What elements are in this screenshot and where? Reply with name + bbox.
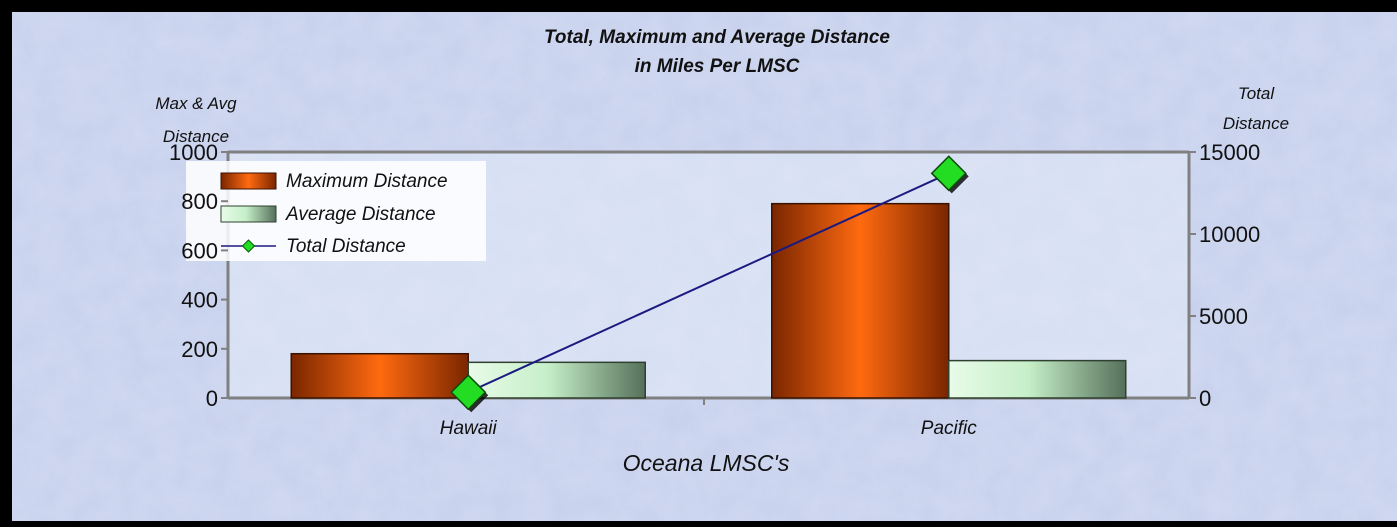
legend-label-total: Total Distance — [286, 236, 406, 257]
y2-tick-label: 15000 — [1199, 140, 1260, 165]
chart-title: Total, Maximum and Average Distance — [544, 27, 890, 48]
chart-svg: Maximum Distance Average Distance Total … — [12, 12, 1397, 521]
bars-group — [290, 202, 1127, 399]
max-distance-bar-hawaii — [290, 352, 469, 399]
legend-swatch-avg — [220, 205, 277, 223]
y-tick-label: 1000 — [169, 140, 218, 165]
max-distance-bar-pacific — [771, 202, 950, 399]
legend-label-max: Maximum Distance — [286, 171, 448, 192]
y-axis-title: Max & Avg Distance — [155, 94, 237, 146]
y-tick-label: 400 — [181, 288, 218, 313]
y2-tick-label: 10000 — [1199, 222, 1260, 247]
legend-label-avg: Average Distance — [285, 204, 436, 225]
y-tick-label: 0 — [206, 386, 218, 411]
legend-swatch-total-marker — [241, 239, 256, 253]
y-tick-label: 800 — [181, 189, 218, 214]
y-tick-label: 600 — [181, 238, 218, 263]
x-tick-label: Pacific — [921, 418, 977, 439]
total-distance-line-group — [450, 155, 969, 413]
avg-distance-bar-hawaii — [467, 361, 646, 399]
legend: Maximum Distance Average Distance Total … — [186, 161, 486, 261]
y-tick-label: 200 — [181, 337, 218, 362]
x-axis-title: Oceana LMSC's — [623, 450, 790, 476]
legend-swatch-max — [220, 172, 277, 190]
y2-tick-label: 5000 — [1199, 304, 1248, 329]
x-tick-label: Hawaii — [440, 418, 498, 439]
total-distance-line — [467, 172, 950, 394]
total-distance-marker-hawaii — [450, 374, 487, 411]
total-distance-marker-pacific — [930, 155, 967, 192]
chart-subtitle: in Miles Per LMSC — [635, 56, 800, 77]
avg-distance-bar-pacific — [948, 359, 1127, 399]
y2-axis-title: Total Distance — [1223, 84, 1289, 133]
y2-tick-label: 0 — [1199, 386, 1211, 411]
